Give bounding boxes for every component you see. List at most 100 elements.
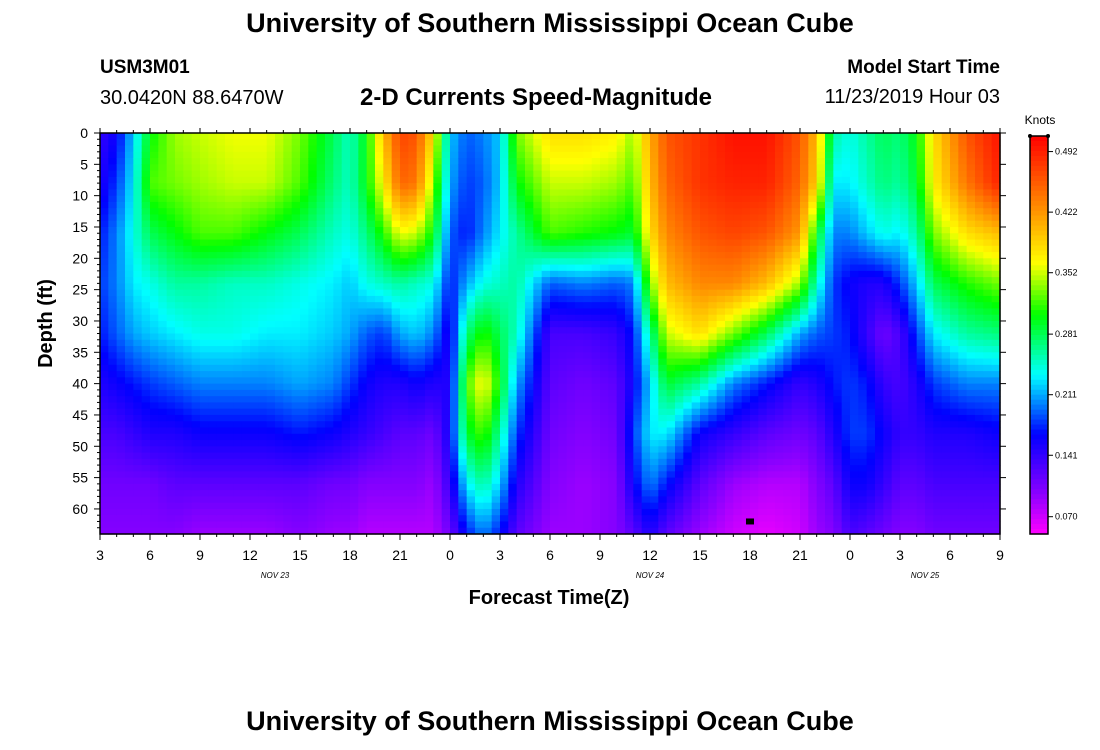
heatmap-cell bbox=[391, 239, 401, 247]
heatmap-cell bbox=[616, 214, 626, 222]
heatmap-cell bbox=[191, 508, 201, 516]
heatmap-cell bbox=[183, 389, 193, 397]
heatmap-cell bbox=[616, 176, 626, 184]
heatmap-cell bbox=[625, 433, 634, 441]
heatmap-cell bbox=[383, 471, 393, 479]
heatmap-cell bbox=[100, 314, 109, 322]
heatmap-cell bbox=[491, 358, 501, 366]
heatmap-cell bbox=[591, 389, 601, 397]
heatmap-cell bbox=[266, 245, 276, 253]
heatmap-cell bbox=[316, 133, 326, 140]
heatmap-cell bbox=[358, 402, 368, 410]
heatmap-cell bbox=[500, 252, 509, 259]
heatmap-cell bbox=[225, 170, 234, 178]
heatmap-cell bbox=[350, 245, 359, 253]
heatmap-cell bbox=[150, 139, 159, 147]
heatmap-cell bbox=[525, 226, 534, 234]
heatmap-cell bbox=[183, 139, 193, 147]
heatmap-cell bbox=[133, 408, 143, 416]
heatmap-cell bbox=[175, 527, 184, 535]
heatmap-cell bbox=[316, 258, 326, 266]
heatmap-cell bbox=[725, 201, 734, 209]
heatmap-cell bbox=[500, 414, 509, 422]
heatmap-cell bbox=[183, 226, 193, 234]
heatmap-cell bbox=[400, 458, 409, 466]
heatmap-cell bbox=[508, 327, 518, 335]
heatmap-cell bbox=[133, 214, 143, 222]
heatmap-cell bbox=[741, 245, 751, 253]
heatmap-cell bbox=[358, 352, 368, 360]
heatmap-cell bbox=[708, 333, 718, 341]
heatmap-cell bbox=[433, 521, 443, 529]
heatmap-cell bbox=[516, 440, 526, 447]
heatmap-cell bbox=[358, 220, 368, 228]
heatmap-cell bbox=[208, 283, 218, 291]
heatmap-cell bbox=[633, 220, 643, 228]
heatmap-cell bbox=[508, 364, 518, 372]
heatmap-cell bbox=[158, 414, 168, 422]
heatmap-cell bbox=[491, 414, 501, 422]
heatmap-cell bbox=[491, 389, 501, 397]
heatmap-cell bbox=[625, 314, 634, 322]
heatmap-cell bbox=[300, 283, 309, 291]
heatmap-cell bbox=[716, 208, 726, 216]
heatmap-cell bbox=[250, 264, 259, 272]
heatmap-cell bbox=[358, 508, 368, 516]
heatmap-cell bbox=[450, 258, 459, 266]
heatmap-cell bbox=[191, 421, 201, 429]
heatmap-cell bbox=[708, 477, 718, 485]
heatmap-cell bbox=[233, 427, 243, 435]
heatmap-cell bbox=[325, 427, 334, 435]
heatmap-cell bbox=[300, 289, 309, 297]
heatmap-cell bbox=[708, 314, 718, 322]
heatmap-cell bbox=[158, 371, 168, 378]
heatmap-cell bbox=[391, 189, 401, 197]
heatmap-cell bbox=[208, 302, 218, 310]
heatmap-cell bbox=[108, 527, 118, 535]
heatmap-cell bbox=[175, 477, 184, 485]
heatmap-cell bbox=[608, 521, 618, 529]
heatmap-cell bbox=[166, 239, 176, 247]
heatmap-cell bbox=[741, 383, 751, 391]
heatmap-cell bbox=[575, 477, 584, 485]
heatmap-cell bbox=[275, 408, 284, 416]
heatmap-cell bbox=[116, 346, 126, 353]
heatmap-cell bbox=[733, 283, 743, 291]
heatmap-cell bbox=[725, 139, 734, 147]
heatmap-cell bbox=[233, 277, 243, 284]
heatmap-cell bbox=[175, 139, 184, 147]
heatmap-cell bbox=[116, 339, 126, 347]
heatmap-cell bbox=[483, 364, 493, 372]
heatmap-cell bbox=[150, 515, 159, 523]
heatmap-cell bbox=[441, 314, 451, 322]
heatmap-cell bbox=[350, 151, 359, 159]
heatmap-cell bbox=[291, 220, 301, 228]
heatmap-cell bbox=[616, 245, 626, 253]
heatmap-cell bbox=[216, 440, 226, 447]
heatmap-cell bbox=[158, 145, 168, 153]
heatmap-cell bbox=[433, 139, 443, 147]
heatmap-cell bbox=[283, 264, 293, 272]
heatmap-cell bbox=[141, 477, 151, 485]
heatmap-cell bbox=[516, 270, 526, 278]
heatmap-cell bbox=[125, 170, 134, 178]
heatmap-cell bbox=[366, 170, 376, 178]
heatmap-cell bbox=[366, 226, 376, 234]
heatmap-cell bbox=[525, 201, 534, 209]
heatmap-cell bbox=[508, 346, 518, 353]
heatmap-cell bbox=[700, 396, 709, 404]
heatmap-cell bbox=[650, 214, 659, 222]
heatmap-cell bbox=[616, 264, 626, 272]
heatmap-cell bbox=[416, 139, 426, 147]
heatmap-cell bbox=[683, 277, 693, 284]
heatmap-cell bbox=[116, 502, 126, 510]
heatmap-cell bbox=[550, 389, 559, 397]
heatmap-cell bbox=[508, 283, 518, 291]
heatmap-cell bbox=[450, 477, 459, 485]
heatmap-cell bbox=[508, 490, 518, 498]
heatmap-cell bbox=[683, 295, 693, 303]
heatmap-cell bbox=[383, 396, 393, 404]
heatmap-cell bbox=[633, 477, 643, 485]
heatmap-cell bbox=[175, 170, 184, 178]
heatmap-cell bbox=[650, 289, 659, 297]
